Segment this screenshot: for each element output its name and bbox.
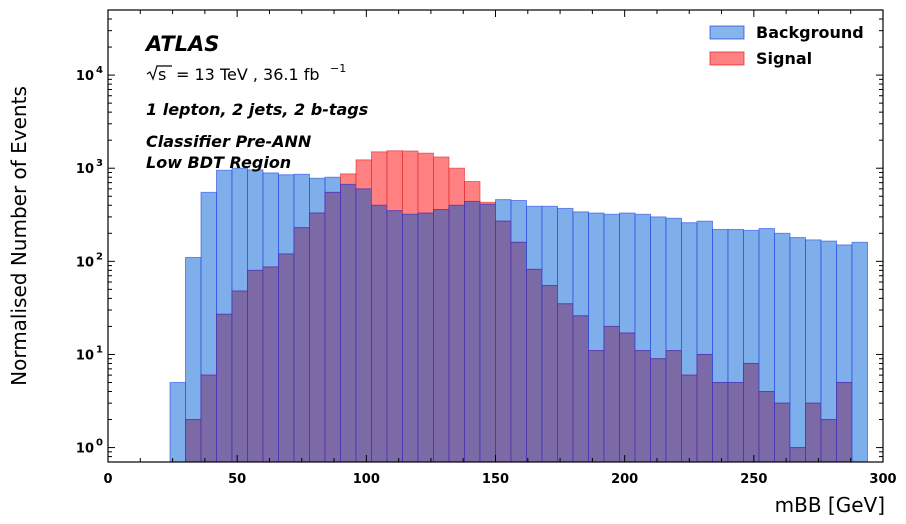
overlap-bar — [805, 402, 822, 463]
energy-text: = 13 TeV , 36.1 fb — [176, 65, 320, 84]
y-tick-exponent: 1 — [96, 344, 103, 355]
x-axis-title: mBB [GeV] — [775, 493, 885, 517]
x-tick-label: 250 — [740, 472, 767, 487]
overlap-bar — [324, 191, 341, 463]
overlap-bar — [185, 419, 202, 463]
axis-ticks — [107, 9, 884, 463]
y-tick-exponent: 3 — [96, 158, 103, 169]
x-tick-label: 150 — [482, 472, 509, 487]
overlap-bar — [417, 212, 434, 463]
overlap-bar — [355, 188, 372, 463]
overlap-bar — [774, 402, 791, 463]
overlap-bar — [479, 203, 496, 463]
y-tick-label: 10 — [76, 162, 94, 177]
overlap-bar — [510, 241, 527, 463]
overlap-bar — [619, 332, 636, 463]
overlap-bar — [634, 350, 651, 463]
x-tick-label: 0 — [103, 472, 112, 487]
overlap-bar — [278, 253, 295, 463]
overlap-bar — [464, 200, 481, 463]
y-tick-exponent: 0 — [96, 438, 103, 449]
y-tick-exponent: 4 — [96, 65, 103, 76]
overlap-bar — [402, 213, 419, 463]
sqrt-s-text: s — [158, 65, 166, 84]
overlap-bar — [572, 315, 589, 463]
overlap-bar — [588, 350, 605, 463]
legend-swatch-signal — [709, 51, 745, 66]
overlap-bar — [340, 183, 357, 463]
background-bar — [851, 241, 868, 463]
legend-label-background: Background — [756, 23, 864, 42]
y-tick-label: 10 — [76, 442, 94, 457]
overlap-bar — [216, 313, 233, 463]
overlap-bar — [433, 209, 450, 463]
classifier-label: Classifier Pre-ANN — [146, 132, 312, 151]
legend-label-signal: Signal — [756, 49, 812, 68]
overlap-bar — [650, 358, 667, 463]
overlap-bar — [293, 227, 310, 463]
overlap-bar — [743, 362, 760, 463]
overlap-bar — [681, 374, 698, 463]
x-tick-label: 200 — [611, 472, 638, 487]
overlap-bar — [526, 268, 543, 463]
overlap-bar — [789, 447, 806, 463]
overlap-bar — [820, 419, 837, 463]
overlap-bar — [696, 353, 713, 463]
overlap-bar — [758, 391, 775, 463]
background-bar — [789, 237, 806, 463]
region-label: Low BDT Region — [146, 153, 291, 172]
x-tick-label: 50 — [228, 472, 246, 487]
overlap-bar — [557, 303, 574, 463]
histogram-bars — [169, 150, 868, 463]
lumi-exponent: −1 — [330, 62, 346, 75]
overlap-bar — [541, 285, 558, 463]
energy-lumi-label: s = 13 TeV , 36.1 fb −1 — [146, 62, 346, 84]
overlap-bar — [200, 374, 217, 463]
y-tick-exponent: 2 — [96, 251, 103, 262]
y-tick-label: 10 — [76, 255, 94, 270]
y-tick-label: 10 — [76, 69, 94, 84]
overlap-bar — [309, 212, 326, 463]
y-tick-label: 10 — [76, 348, 94, 363]
x-tick-labels: 0 50 100 150 200 250 300 — [103, 472, 896, 487]
overlap-bar — [665, 350, 682, 463]
overlap-bar — [448, 204, 465, 463]
overlap-bar — [727, 381, 744, 463]
overlap-bar — [495, 220, 512, 463]
y-axis-title: Normalised Number of Events — [7, 86, 31, 386]
overlap-bar — [386, 210, 403, 463]
overlap-bar — [603, 325, 620, 463]
overlap-bar — [247, 269, 264, 463]
background-bar — [169, 381, 186, 463]
sqrt-symbol — [146, 65, 172, 81]
overlap-bar — [836, 381, 853, 463]
x-tick-label: 100 — [353, 472, 380, 487]
overlap-bar — [371, 204, 388, 463]
overlap-bar — [262, 266, 279, 463]
legend-swatch-background — [709, 25, 745, 40]
overlap-bar — [712, 381, 729, 463]
overlap-bar — [231, 290, 248, 463]
x-tick-label: 300 — [869, 472, 896, 487]
atlas-label: ATLAS — [144, 32, 219, 56]
selection-label: 1 lepton, 2 jets, 2 b-tags — [146, 100, 368, 119]
legend: Background Signal — [709, 23, 864, 68]
